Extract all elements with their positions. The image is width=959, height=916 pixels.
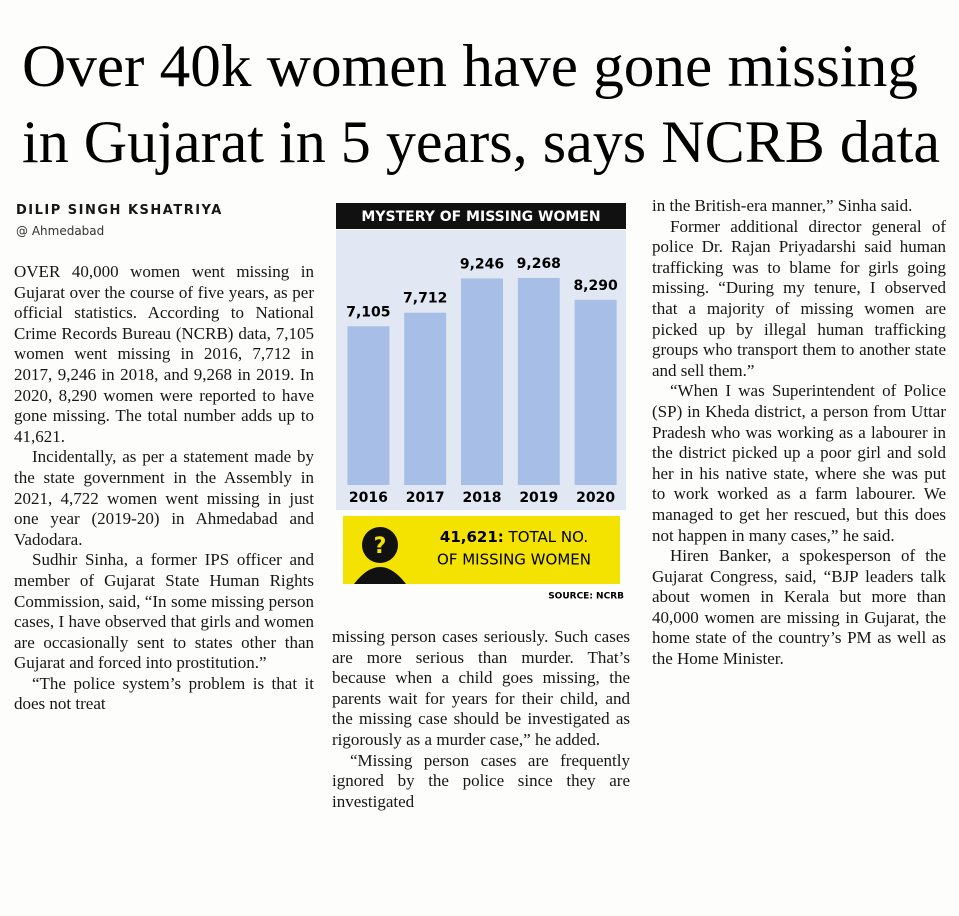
chart-title-bar bbox=[336, 203, 626, 229]
bar bbox=[404, 312, 447, 485]
column: in the British-era manner,” Sinha said. … bbox=[652, 196, 946, 896]
total-text-part: TOTAL NO. bbox=[504, 528, 588, 546]
chart-title: MYSTERY OF MISSING WOMEN bbox=[361, 209, 600, 225]
byline: DILIP SINGH KSHATRIYA bbox=[16, 203, 223, 218]
headline: Over 40k women have gone missing bbox=[22, 33, 918, 99]
x-tick-label: 2017 bbox=[406, 490, 445, 506]
headline: in Gujarat in 5 years, says NCRB data bbox=[22, 109, 940, 175]
bar bbox=[461, 278, 503, 485]
x-tick-label: 2016 bbox=[349, 490, 388, 506]
paragraph: “Missing person cases are frequently ign… bbox=[332, 750, 630, 811]
paragraph: OVER 40,000 women went missing in Gujara… bbox=[14, 262, 314, 446]
icon-body bbox=[354, 567, 406, 584]
paragraph: Former additional director general of po… bbox=[652, 216, 946, 380]
icon-head bbox=[362, 527, 398, 563]
paragraph: “When I was Superintendent of Police (SP… bbox=[652, 381, 946, 545]
paragraph: Hiren Banker, a spokesperson of the Guja… bbox=[652, 546, 946, 669]
icon-mark: ? bbox=[374, 534, 387, 559]
x-tick-label: 2019 bbox=[519, 490, 558, 506]
bar bbox=[574, 299, 617, 485]
x-tick-label: 2020 bbox=[576, 490, 615, 506]
total-line: 41,621: TOTAL NO. bbox=[440, 528, 588, 546]
column: OVER 40,000 women went missing in Gujara… bbox=[14, 262, 314, 894]
bar bbox=[517, 277, 560, 485]
source: SOURCE: NCRB bbox=[548, 592, 624, 602]
paragraph: “The police system’s problem is that it … bbox=[14, 673, 314, 714]
total-value: 41,621: bbox=[440, 528, 504, 546]
value-label: 7,712 bbox=[403, 291, 447, 307]
value-label: 8,290 bbox=[573, 278, 618, 294]
value-label: 9,268 bbox=[517, 256, 561, 272]
dateline: @ Ahmedabad bbox=[16, 224, 105, 238]
chart: MYSTERY OF MISSING WOMEN ? 41,621: TOTAL… bbox=[336, 203, 626, 602]
paragraph: Sudhir Sinha, a former IPS officer and m… bbox=[14, 550, 314, 673]
paragraph: Incidentally, as per a statement made by… bbox=[14, 447, 314, 549]
paragraph: in the British-era manner,” Sinha said. bbox=[652, 196, 913, 215]
headline-area: Over 40k women have gone missing in Guja… bbox=[22, 33, 940, 175]
x-tick-label: 2018 bbox=[463, 490, 502, 506]
paragraph: missing person cases seriously. Such cas… bbox=[332, 627, 630, 749]
value-label: 7,105 bbox=[346, 304, 390, 320]
total-text: OF MISSING WOMEN bbox=[437, 551, 591, 569]
value-label: 9,246 bbox=[460, 256, 504, 272]
column: missing person cases seriously. Such cas… bbox=[332, 627, 630, 897]
bar bbox=[347, 326, 390, 485]
